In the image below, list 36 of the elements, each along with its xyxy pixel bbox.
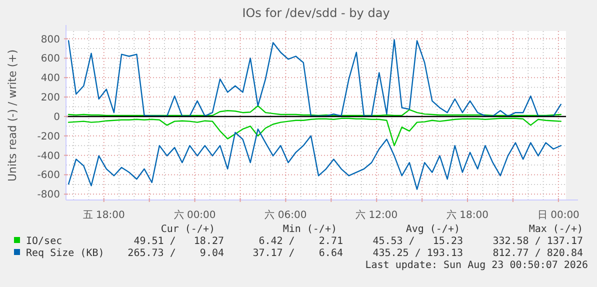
- x-tick-label: 六 00:00: [174, 209, 216, 221]
- text: 265.73 / 9.04: [128, 248, 224, 259]
- text: 37.17 / 6.64: [252, 248, 343, 259]
- x-tick-label: 六 06:00: [264, 209, 307, 221]
- x-tick-label: 日 00:00: [537, 210, 580, 221]
- legend-label: Req Size (KB): [26, 248, 104, 259]
- text: Min (-/+): [282, 224, 337, 235]
- text: 49.51 / 18.27: [134, 236, 224, 247]
- y-tick-label: -400: [37, 150, 60, 162]
- y-tick-label: -800: [37, 190, 60, 201]
- text: Avg (-/+): [406, 224, 460, 235]
- x-tick-label: 六 18:00: [446, 209, 489, 221]
- y-tick-label: 0: [54, 112, 60, 123]
- line-series: [68, 118, 562, 146]
- line-series: [68, 105, 562, 116]
- line-series: [68, 128, 562, 190]
- text: 6.42 / 2.71: [258, 236, 343, 247]
- y-axis-title: Units read (-) / write (+): [6, 49, 19, 182]
- legend-label: IO/sec: [26, 236, 62, 247]
- y-tick-label: 400: [40, 73, 60, 84]
- y-tick-label: -200: [37, 131, 60, 142]
- chart-title: IOs for /dev/sdd - by day: [242, 6, 390, 20]
- text: 332.58 / 137.17: [492, 236, 583, 247]
- text: 812.77 / 820.84: [492, 248, 583, 259]
- line-series: [68, 39, 562, 117]
- y-tick-label: 200: [40, 92, 60, 104]
- text: Max (-/+): [528, 224, 583, 235]
- x-tick-label: 六 12:00: [356, 209, 398, 221]
- text: 435.25 / 193.13: [372, 248, 463, 259]
- y-tick-label: 800: [40, 34, 60, 46]
- x-tick-label: 五 18:00: [82, 210, 125, 221]
- y-tick-label: -600: [37, 170, 60, 182]
- text: Last update: Sun Aug 23 00:50:07 2026: [365, 260, 588, 271]
- text: Cur (-/+): [160, 224, 215, 235]
- text: 45.53 / 15.23: [372, 236, 463, 247]
- y-tick-label: 600: [40, 54, 60, 65]
